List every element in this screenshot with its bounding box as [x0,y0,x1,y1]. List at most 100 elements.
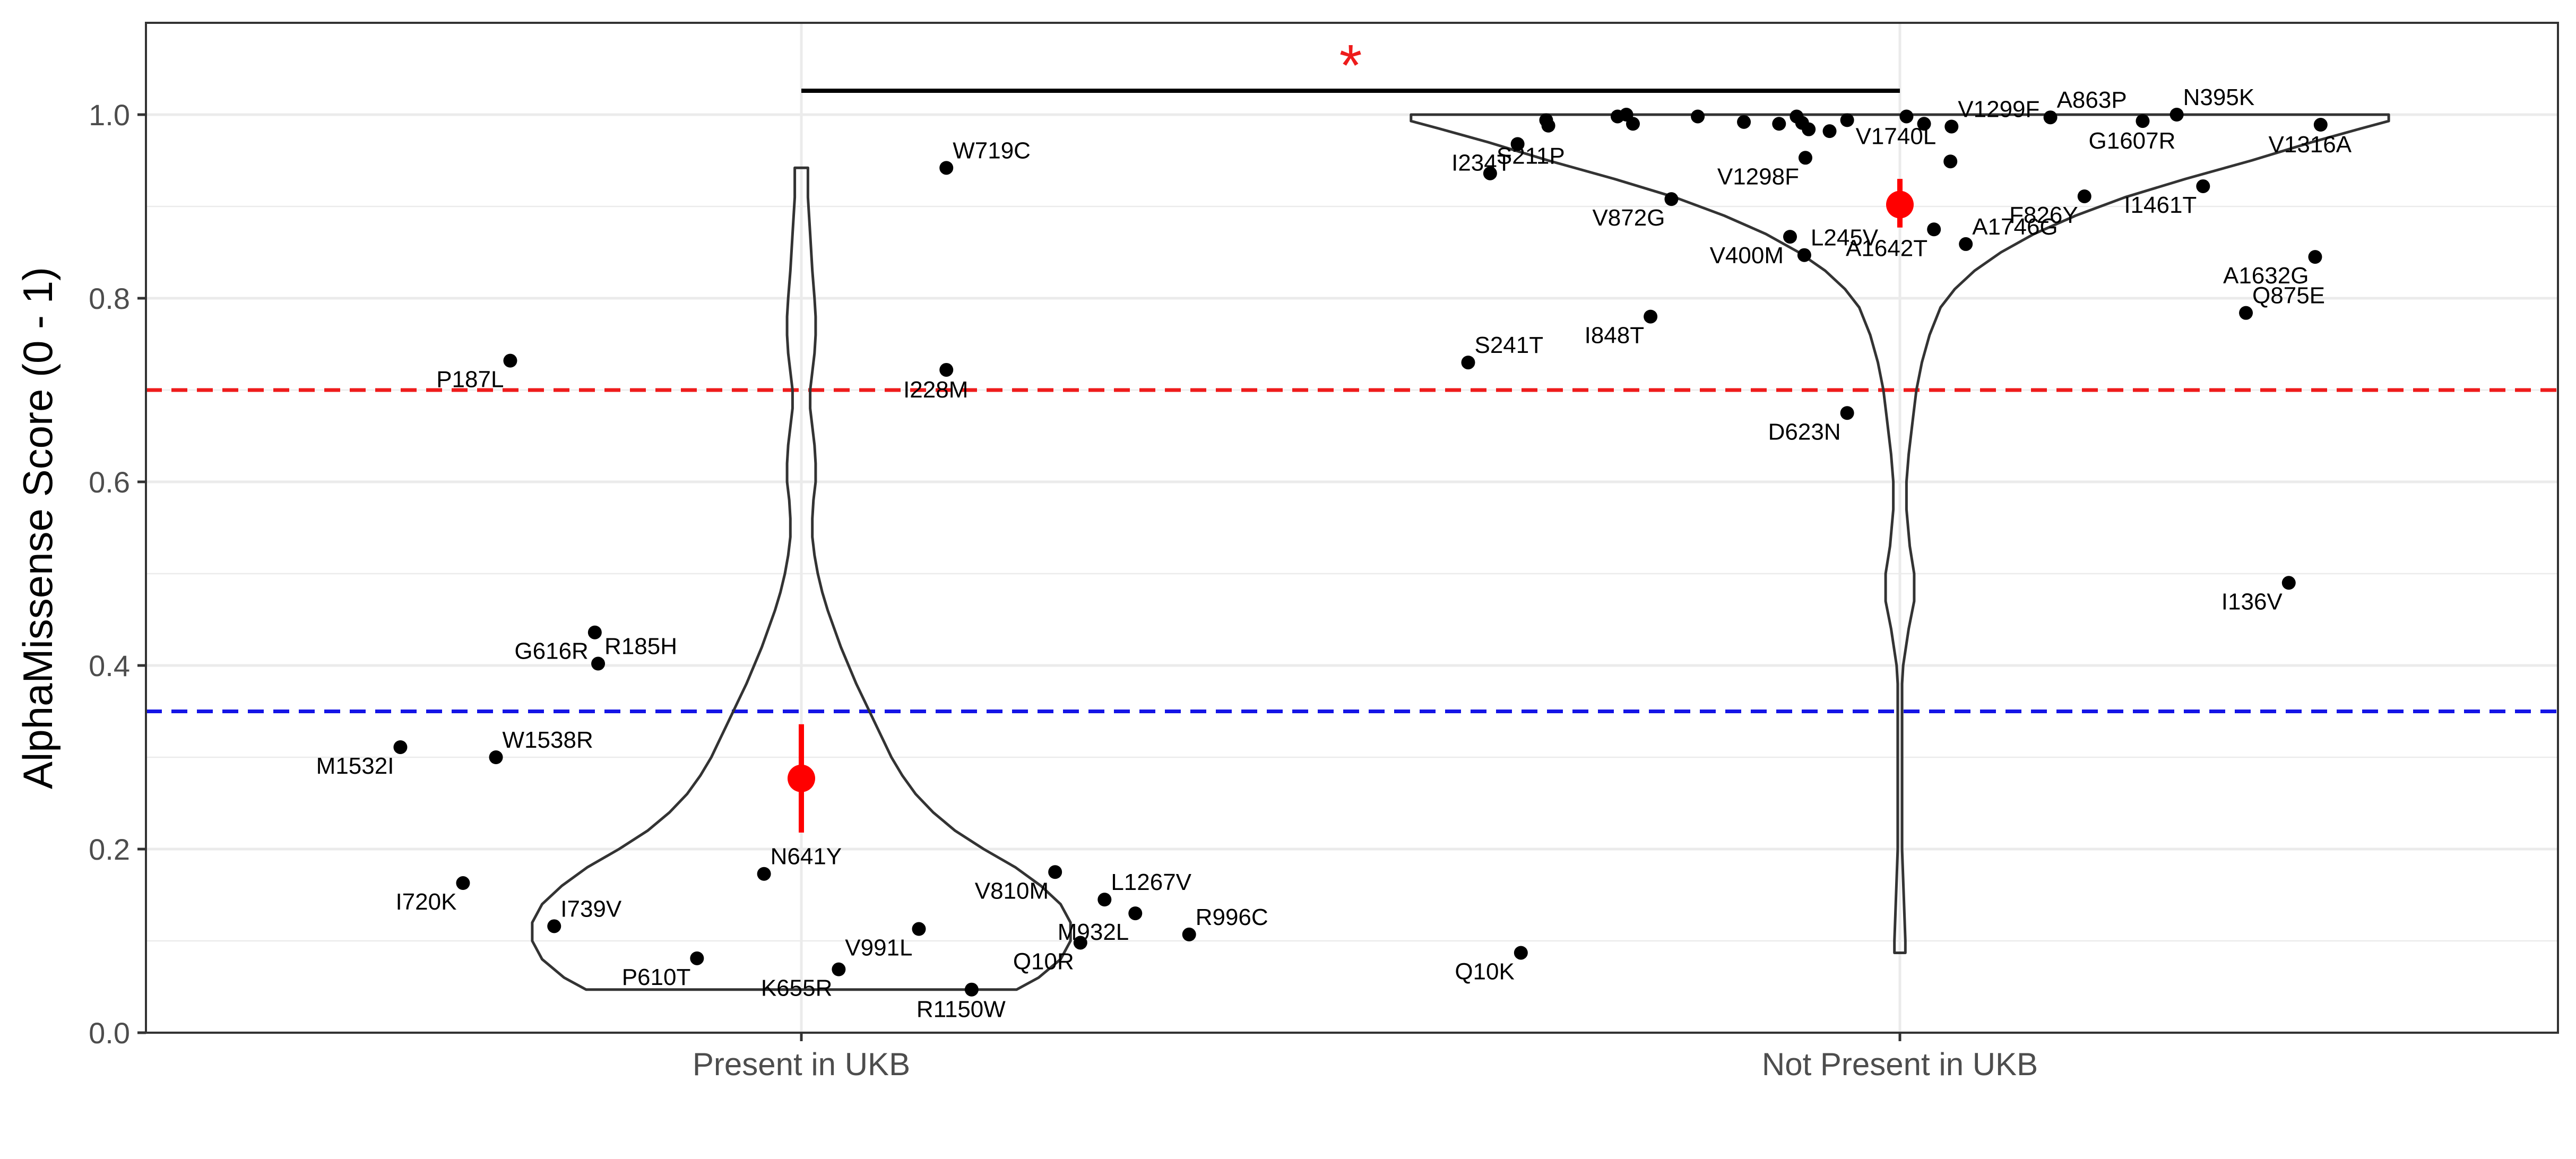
point-v400m [1783,230,1797,244]
x-tick-label-not-present-in-ukb: Not Present in UKB [1762,1046,2038,1082]
point-v1316a [2313,118,2328,132]
point-label-m1532i: M1532I [316,753,394,779]
significance-annotation: * [801,33,1900,98]
point [1822,124,1837,139]
point-label-v1298f: V1298F [1717,163,1799,189]
point-label-r1150w: R1150W [917,997,1006,1023]
axes: 0.0 0.2 0.4 0.6 0.8 1.0 Present in UKB Not Pres… [89,98,2038,1082]
mean-point-not-present-in-ukb [1886,191,1914,219]
point-label-v810m: V810M [975,878,1049,904]
point [1691,109,1705,124]
y-tick-label: 0.6 [89,465,130,499]
violin-present-in-ukb [531,166,1072,991]
point-a863p [2043,110,2058,125]
point [1943,154,1958,169]
point-label-i848t: I848T [1585,323,1645,349]
point-label-d623n: D623N [1768,419,1841,445]
data-points [393,108,2328,997]
point [1840,113,1854,127]
point-label-w1538r: W1538R [503,727,593,753]
point-v1740l [1899,109,1914,124]
point-label-i720k: I720K [395,889,456,915]
point-q10r [1073,936,1087,950]
point-label-p187l: P187L [436,367,504,393]
significance-star: * [1339,33,1362,98]
point-a1746g [1959,237,1973,251]
point-q875e [2239,306,2253,320]
y-tick-label: 0.0 [89,1016,130,1050]
violins [531,113,2390,991]
point-r185h [591,656,606,671]
point-i720k [456,876,470,890]
x-tick-label-present-in-ukb: Present in UKB [693,1046,910,1082]
point-label-s211p: S211P [1497,143,1565,169]
point [1626,117,1640,131]
point-k655r [832,962,846,976]
y-tick-label: 0.8 [89,282,130,315]
point-m1532i [393,740,408,754]
point-label-r185h: R185H [604,634,677,660]
point-p610t [690,951,704,965]
point-l245v [1797,248,1811,262]
point-label-g1607r: G1607R [2089,128,2176,154]
point-label-v1299f: V1299F [1958,96,2039,122]
violin-not-present-in-ukb [1410,113,2390,954]
point-r996c [1182,927,1196,941]
point-label-q875e: Q875E [2252,283,2325,309]
point-s211p [1483,166,1497,180]
point-n395k [2169,108,2184,122]
point-label-a1746g: A1746G [1972,214,2058,240]
point-label-q10k: Q10K [1455,958,1515,984]
point-g616r [587,625,602,639]
point-label-l1267v: L1267V [1111,869,1191,895]
point-label-v991l: V991L [845,935,912,961]
point-m932l [1128,906,1143,921]
point-a1642t [1927,222,1941,237]
point-label-l245v: L245V [1811,225,1879,251]
point-r1150w [964,982,979,997]
point-v1299f [1944,119,1959,134]
point [1802,122,1816,136]
point-label-i136v: I136V [2221,589,2283,615]
point-w719c [939,161,954,175]
point-i228m [939,362,954,377]
point-v872g [1664,192,1679,206]
point-label-n395k: N395K [2183,84,2255,110]
point-d623n [1840,406,1854,420]
point-label-a1632g: A1632G [2223,263,2309,289]
point-label-v400m: V400M [1710,243,1784,269]
point-w1538r [489,750,503,764]
reference-lines [146,388,2558,713]
point-q10k [1514,946,1528,960]
point-label-f826y: F826Y [2009,202,2078,228]
point-label-i739v: I739V [560,896,622,922]
point-labels: P187L I228M W719C G616R R185H M1532I W1538R I72… [316,84,2352,1023]
point-v991l [912,922,926,936]
point-label-i228m: I228M [903,377,968,403]
point-g1607r [2136,114,2150,128]
point [1917,117,1931,131]
point-label-i1461t: I1461T [2124,192,2197,218]
point-label-i234t: I234T [1451,150,1511,176]
plot-panel-background [146,23,2558,1033]
point-i739v [547,919,561,933]
y-tick-label: 1.0 [89,98,130,132]
point-label-a1642t: A1642T [1846,235,1927,261]
point-v810m [1048,865,1062,879]
y-tick-label: 0.4 [89,649,130,682]
point-v1298f [1798,151,1812,165]
point-label-g616r: G616R [514,638,588,664]
plot-panel-border [145,22,2559,1034]
point-f826y [2077,189,2091,203]
point-i136v [2281,576,2296,590]
point-i1461t [2196,179,2210,193]
point-i848t [1644,309,1658,324]
point-s241t [1461,356,1475,370]
point [1737,115,1751,129]
point [1772,117,1786,131]
point-i234t [1510,137,1525,151]
point-l1267v [1097,893,1112,907]
point-label-v1740l: V1740L [1856,123,1937,149]
mean-point-present-in-ukb [788,764,815,792]
y-tick-label: 0.2 [89,833,130,866]
